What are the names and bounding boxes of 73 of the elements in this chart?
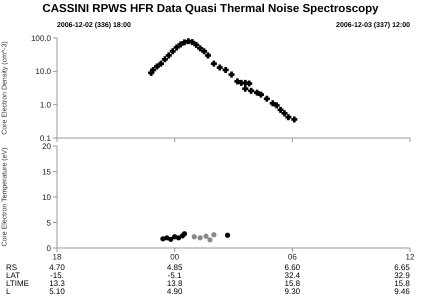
y-tick-label: 15 [42,167,52,176]
y-tick-label: 0.1 [40,134,52,143]
point [274,102,280,108]
point [210,60,217,67]
text: 9.30 [284,287,302,296]
point [170,48,176,54]
text: 32.4 [284,271,302,280]
point [281,110,288,116]
text: 15.8 [393,279,411,288]
point [207,237,213,242]
point [162,56,168,62]
text: LTIME [6,279,29,288]
y-tick-label: 1.0 [40,100,52,110]
text: -15. [49,271,65,280]
y-tick-label: 5 [46,218,52,228]
x-tick-label: 12 [406,252,415,262]
point [291,116,298,122]
y-tick-label: 100.0 [30,34,52,43]
text: L [6,287,10,296]
point [198,235,203,240]
x-tick-label: 00 [170,252,180,262]
point [201,48,208,54]
text: 13.3 [48,279,66,288]
point [172,234,178,240]
point [258,92,264,98]
point [254,90,260,96]
point [278,106,284,113]
point [192,234,197,240]
text: -5.1 [166,271,183,280]
y-tick-label: 20 [42,142,52,151]
point [211,232,216,238]
text: 5.10 [48,287,66,296]
point [225,232,230,238]
text: 32.9 [393,271,411,280]
text: 4.70 [48,263,66,272]
x-tick-label: 18 [52,252,62,262]
text: 6.65 [393,263,411,272]
point [285,114,292,120]
point [234,78,240,84]
point [270,100,276,106]
point [246,80,252,87]
point [204,52,212,58]
text: 4.85 [166,263,184,272]
y-tick-label: 0 [46,244,52,253]
point [174,44,180,50]
x-tick-label: 06 [288,252,298,262]
point [158,60,164,67]
point [154,63,160,70]
point [222,66,229,73]
point [216,64,223,71]
text: 6.60 [284,263,302,272]
point [242,86,248,92]
point [150,66,156,73]
point [166,52,172,58]
point [168,236,174,242]
text: 13.8 [166,279,184,288]
point [203,234,209,239]
text: RS [6,263,18,272]
text: LAT [6,271,20,280]
point [189,39,196,46]
point [264,96,270,102]
text: 4.90 [166,287,184,296]
text: 15.8 [284,279,302,288]
point [248,88,254,94]
point [178,41,184,48]
text: 9.46 [393,287,411,296]
y-tick-label: 10 [42,192,52,202]
point [176,235,182,240]
point [228,72,235,78]
y-tick-label: 10.0 [35,67,52,76]
point [193,42,200,48]
point [197,45,204,52]
chart-title: CASSINI RPWS HFR Data Quasi Thermal Noise Spectroscopy [41,3,380,15]
